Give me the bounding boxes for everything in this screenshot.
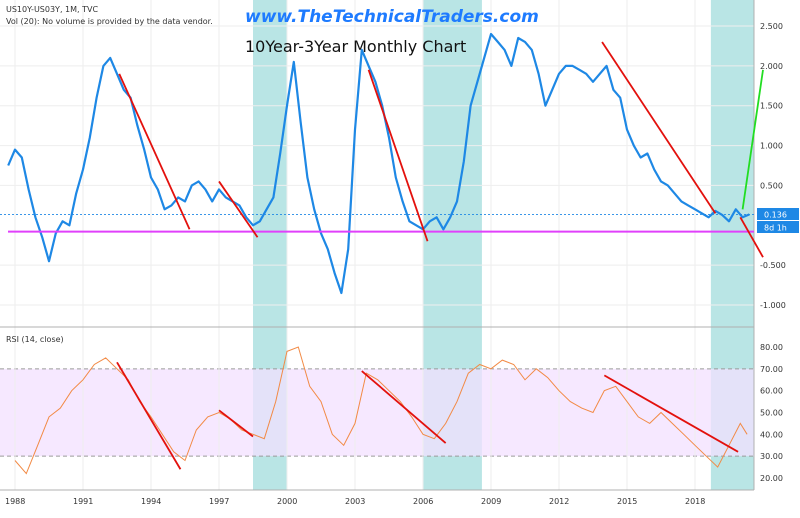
- projection-down-line: [739, 216, 764, 258]
- time-tick-label: 2018: [685, 497, 705, 506]
- countdown-badge: [757, 221, 799, 233]
- time-tick-label: 1988: [5, 497, 25, 506]
- price-tick-label: 1.500: [760, 102, 783, 111]
- price-tick-label: 1.000: [760, 142, 783, 151]
- rsi-trendline-0: [116, 361, 182, 470]
- time-tick-label: 2003: [345, 497, 365, 506]
- price-tick-label: -1.000: [760, 301, 786, 310]
- rsi-tick-label: 50.00: [760, 409, 783, 418]
- time-tick-label: 1997: [209, 497, 229, 506]
- watermark-url: www.TheTechnicalTraders.com: [245, 7, 539, 27]
- rsi-tick-label: 20.00: [760, 474, 783, 483]
- time-tick-label: 2009: [481, 497, 501, 506]
- rsi-tick-label: 40.00: [760, 430, 783, 439]
- rsi-tick-label: 70.00: [760, 365, 783, 374]
- price-tick-label: 0.500: [760, 181, 783, 190]
- time-tick-label: 1994: [141, 497, 161, 506]
- time-tick-label: 1991: [73, 497, 93, 506]
- price-trendline-2: [367, 69, 429, 242]
- rsi-axis[interactable]: 80.00 70.00 60.00 50.00 40.00 30.00 20.00: [760, 343, 783, 483]
- last-value-badge: [757, 208, 799, 220]
- rsi-trendline-1: [218, 409, 254, 438]
- rsi-band: [0, 368, 754, 457]
- price-trendline-0: [118, 73, 191, 230]
- projection-up-line: [741, 69, 764, 210]
- rsi-tick-label: 60.00: [760, 387, 783, 396]
- rsi-tick-label: 30.00: [760, 452, 783, 461]
- overlays: [0, 41, 764, 470]
- symbol-label: US10Y-US03Y, 1M, TVC: [6, 5, 98, 14]
- time-tick-label: 2012: [549, 497, 569, 506]
- time-tick-label: 2015: [617, 497, 637, 506]
- rsi-tick-label: 80.00: [760, 343, 783, 352]
- price-trendline-1: [218, 180, 259, 238]
- rsi-label: RSI (14, close): [6, 335, 64, 344]
- chart-title: 10Year-3Year Monthly Chart: [245, 37, 466, 56]
- price-tick-label: 2.500: [760, 22, 783, 31]
- price-trendline-3: [601, 41, 717, 214]
- time-axis[interactable]: 1988 1991 1994 1997 2000 2003 2006 2009 2012 2015…: [5, 497, 705, 506]
- price-tick-label: 2.000: [760, 62, 783, 71]
- grid: [0, 0, 754, 490]
- time-tick-label: 2006: [413, 497, 433, 506]
- volume-note: Vol (20): No volume is provided by the d…: [6, 17, 213, 26]
- time-tick-label: 2000: [277, 497, 297, 506]
- rsi-trendline-2: [361, 370, 447, 444]
- countdown-text: 8d 1h: [764, 224, 787, 233]
- rsi-trendline-3: [603, 374, 739, 453]
- price-axis[interactable]: 2.500 2.000 1.500 1.000 0.500 -0.500 -1.000: [760, 22, 786, 310]
- price-tick-label: -0.500: [760, 261, 786, 270]
- rsi-overbought-oversold-band: [0, 368, 754, 457]
- last-value-text: 0.136: [764, 211, 787, 220]
